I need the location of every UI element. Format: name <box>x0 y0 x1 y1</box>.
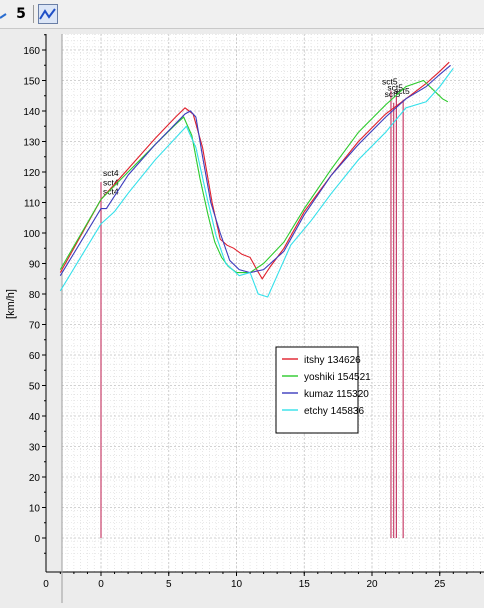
y-tick-label: 40 <box>29 412 41 423</box>
y-tick-label: 30 <box>29 443 41 454</box>
legend-label: etchy 145836 <box>304 406 364 417</box>
x-origin-label: 0 <box>43 579 49 590</box>
section-marker-label: sct5 <box>387 83 403 93</box>
section-marker-label: sct4 <box>103 177 119 187</box>
y-tick-label: 130 <box>23 138 40 149</box>
y-tick-label: 80 <box>29 290 41 301</box>
axes: 0102030405060708090100110120130140150160… <box>23 34 484 603</box>
series-5-icon[interactable]: 5 <box>16 6 26 22</box>
y-axis-label: [km/h] <box>5 289 17 319</box>
x-tick-label: 25 <box>434 579 446 590</box>
y-tick-label: 160 <box>23 46 40 57</box>
series-line <box>59 64 451 276</box>
x-tick-label: 10 <box>231 579 243 590</box>
y-tick-label: 70 <box>29 321 41 332</box>
section-marker-label: sct4 <box>103 168 119 178</box>
legend-label: kumaz 115320 <box>304 389 369 400</box>
section-marker-label: sct5 <box>385 89 401 99</box>
y-tick-label: 90 <box>29 260 41 271</box>
line-chart-icon-glyph <box>39 8 56 20</box>
series-line <box>59 67 454 298</box>
y-tick-label: 110 <box>24 199 40 210</box>
x-tick-label: 5 <box>166 579 172 590</box>
y-tick-label: 150 <box>23 77 40 88</box>
section-marker-label: sct5 <box>382 77 398 87</box>
partial-icon-glyph <box>0 13 7 19</box>
legend-box <box>275 346 359 434</box>
legend: itshy 134626 yoshiki 154521 kumaz 115320 et… <box>275 346 371 434</box>
x-tick-label: 20 <box>366 579 378 590</box>
partial-icon[interactable] <box>0 4 8 24</box>
y-tick-label: 60 <box>29 351 41 362</box>
legend-label: itshy 134626 <box>304 355 361 366</box>
y-tick-label: 10 <box>29 504 41 515</box>
y-tick-label: 120 <box>23 168 40 179</box>
y-tick-label: 0 <box>34 534 40 545</box>
x-tick-label: 15 <box>299 579 311 590</box>
x-tick-label: 0 <box>98 579 104 590</box>
y-tick-label: 20 <box>29 473 41 484</box>
y-tick-label: 140 <box>23 107 40 118</box>
series-lines <box>59 61 454 298</box>
series-line <box>59 61 450 280</box>
legend-label: yoshiki 154521 <box>304 372 371 383</box>
toolbar-separator <box>33 5 34 23</box>
y-tick-label: 100 <box>23 229 40 240</box>
section-marker-label: sct4 <box>103 186 119 196</box>
speed-chart: 0102030405060708090100110120130140150160… <box>0 29 484 603</box>
y-tick-label: 50 <box>29 382 41 393</box>
toolbar: 5 <box>0 0 484 29</box>
chart-area: 0 10 20 30 40 50 60 70 80 90 100 110 120 130 140 150 160… <box>0 29 484 603</box>
line-chart-icon[interactable] <box>38 4 58 24</box>
